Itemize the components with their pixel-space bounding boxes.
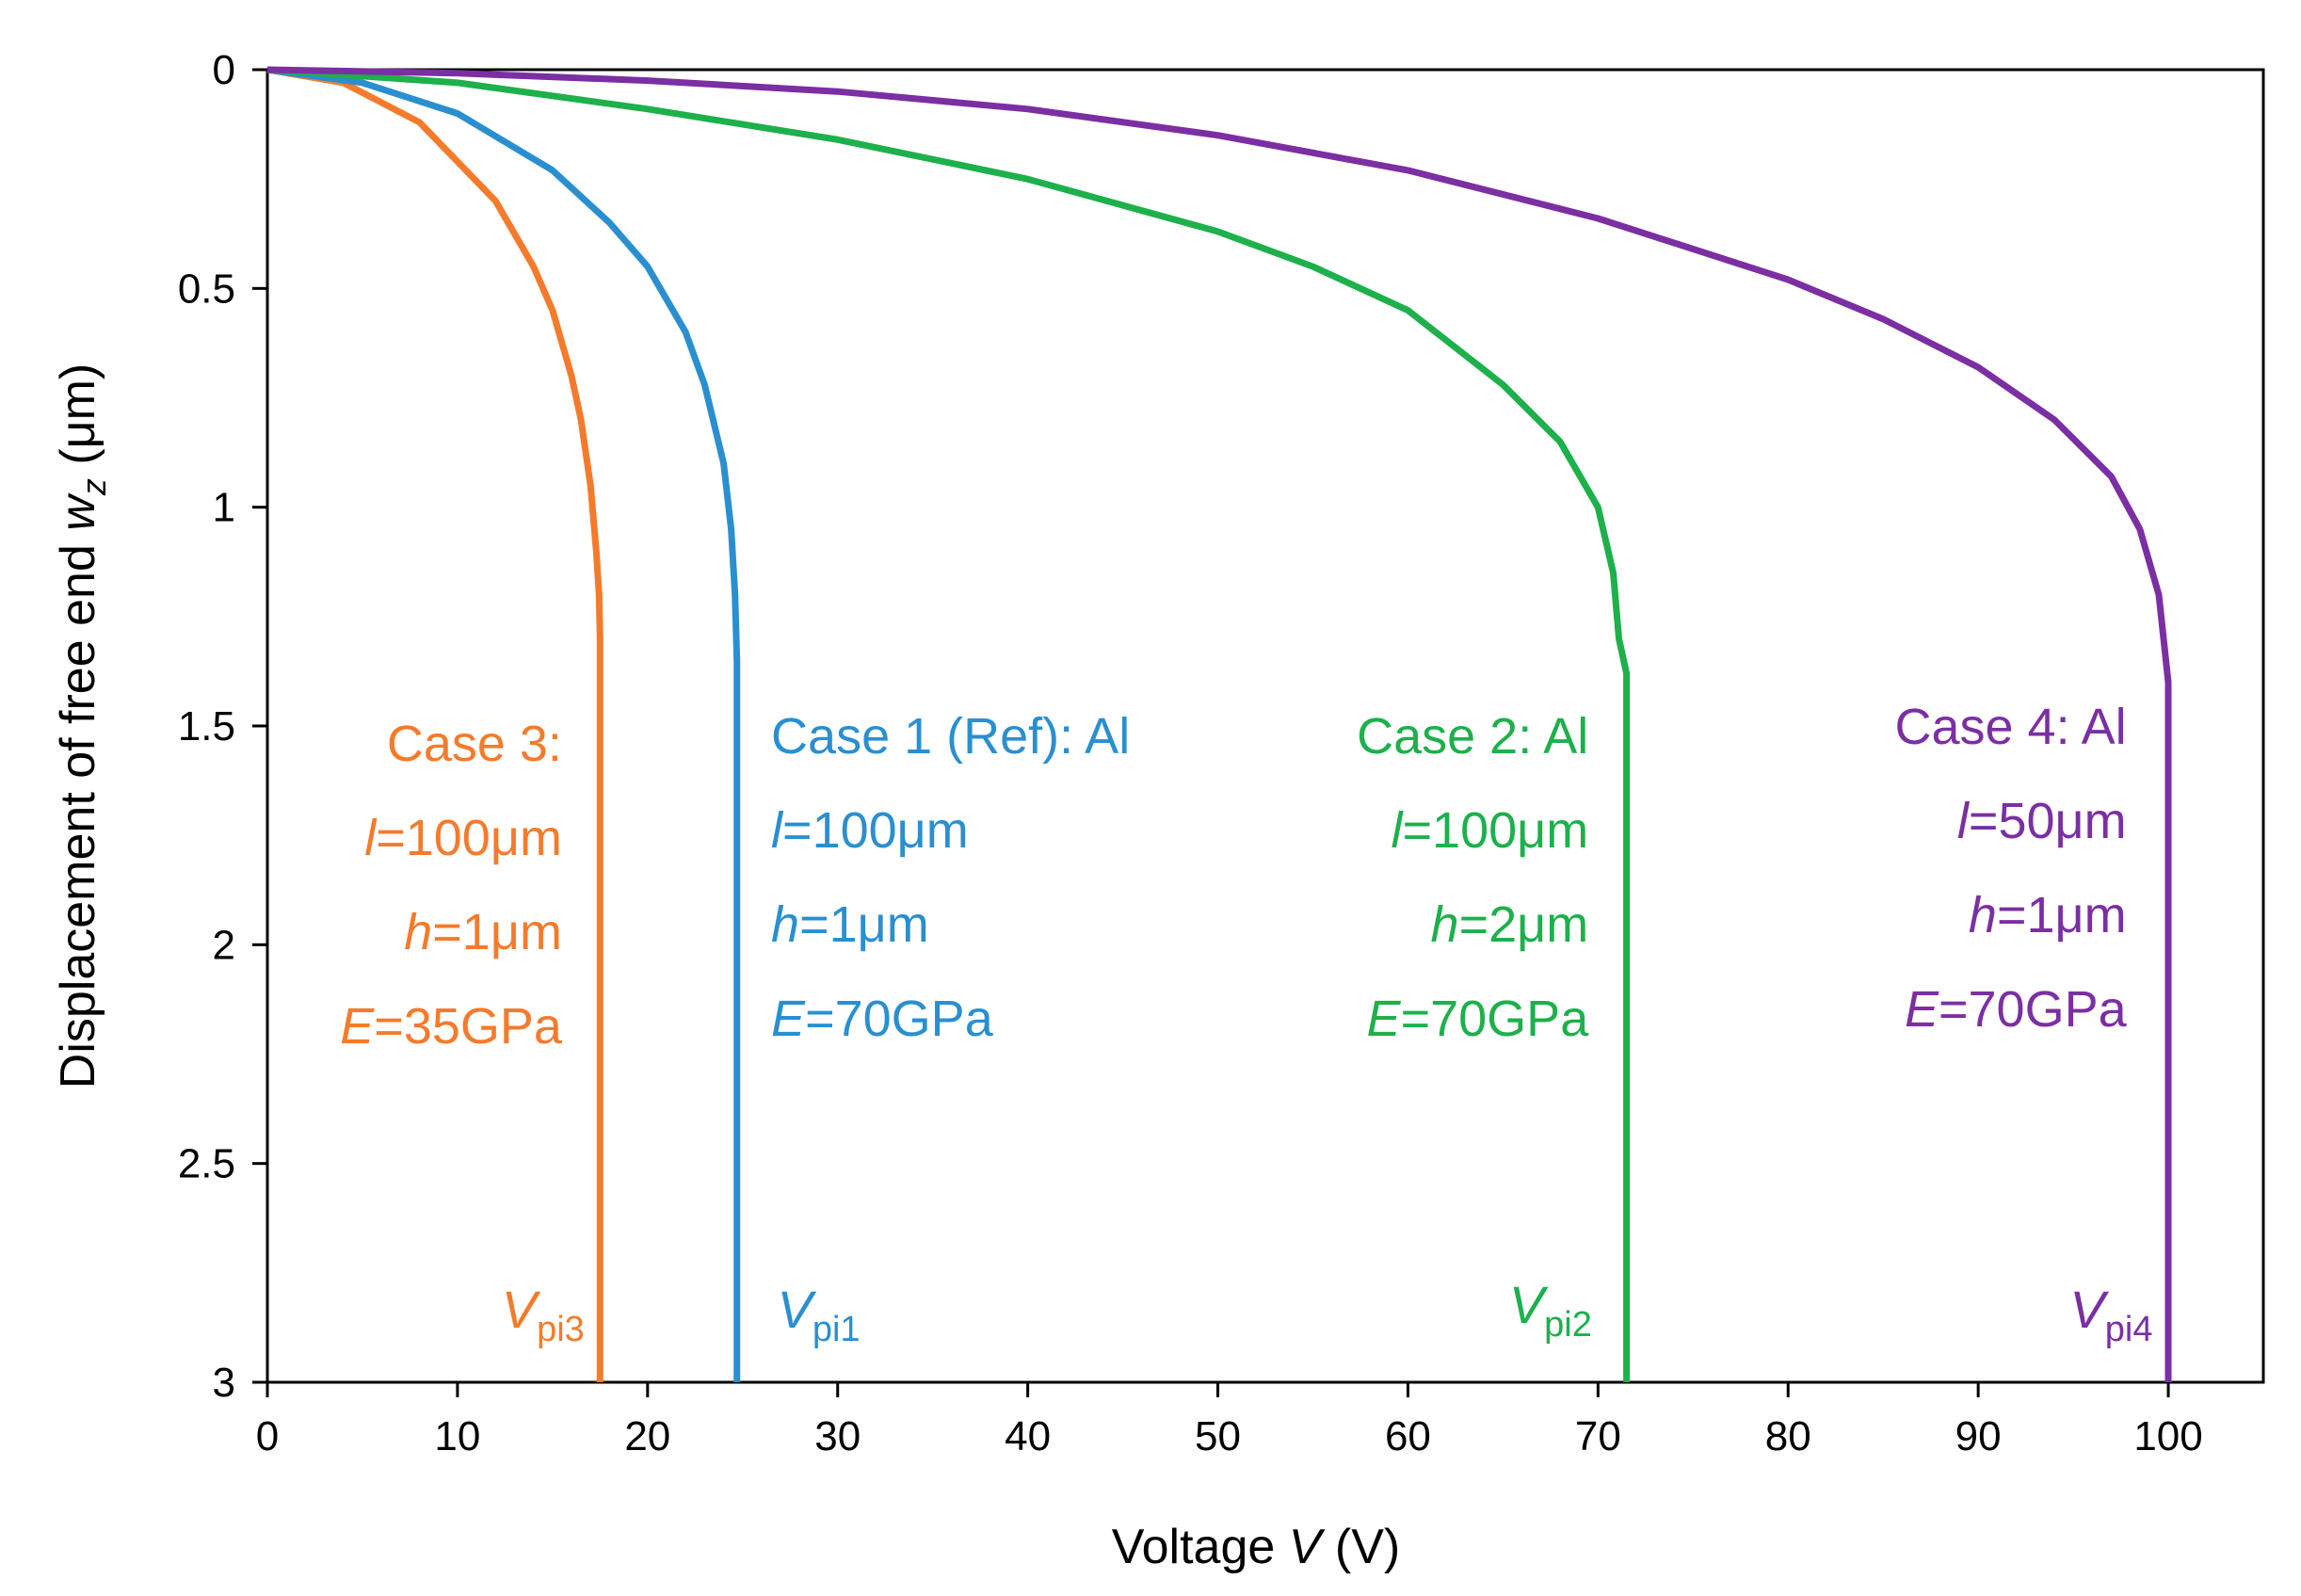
pull-in-label-case1: Vpi1 [777, 1280, 860, 1349]
annotation-case2-line: Case 2: Al [1357, 708, 1588, 765]
y-tick-label: 2 [213, 922, 235, 968]
series-layer [266, 66, 2172, 1382]
annotation-case1-line: E=70GPa [771, 991, 994, 1047]
y-axis-label: Displacement of free end wz (μm) [51, 363, 113, 1088]
annotation-case4-line: Case 4: Al [1894, 699, 2126, 755]
annotation-case2-line: l=100μm [1392, 802, 1589, 859]
y-tick-label: 0 [213, 47, 235, 93]
x-tick-label: 100 [2133, 1413, 2202, 1459]
pull-in-label-case2: Vpi2 [1509, 1275, 1592, 1345]
annotation-layer: Case 3: l=100μm h=1μm E=35GPa Vpi3 Case 1 (Re… [340, 699, 2152, 1349]
axes: 0 10 20 30 40 50 60 70 80 90 100 0 0.5 1 1.5 2 2.5 3 [178, 47, 2265, 1459]
annotation-case1-line: l=100μm [771, 802, 969, 859]
annotation-case3-line: Case 3: [387, 716, 562, 772]
annotation-case1-line: Case 1 (Ref): Al [771, 708, 1130, 765]
annotation-case2-line: E=70GPa [1367, 991, 1590, 1047]
y-tick-label: 1.5 [178, 703, 235, 750]
series-line-case4 [266, 66, 2172, 1382]
x-tick-label: 30 [814, 1413, 861, 1459]
x-tick-label: 80 [1765, 1413, 1811, 1459]
x-tick-label: 70 [1575, 1413, 1621, 1459]
y-tick-label: 2.5 [178, 1141, 235, 1187]
y-tick-label: 1 [213, 485, 235, 531]
x-tick-label: 50 [1195, 1413, 1241, 1459]
x-tick-label: 40 [1005, 1413, 1051, 1459]
series-line-case2 [266, 66, 1631, 1382]
annotation-case3-line: E=35GPa [340, 998, 563, 1055]
pull-in-label-case3: Vpi3 [502, 1280, 585, 1349]
x-tick-label: 90 [1955, 1413, 2002, 1459]
axis-label-layer: Voltage V (V) Displacement of free end wz… [51, 363, 1400, 1574]
annotation-case1-line: h=1μm [771, 896, 929, 953]
annotation-case3-line: l=100μm [364, 810, 562, 866]
annotation-case2-line: h=2μm [1431, 896, 1589, 953]
annotation-case4-line: h=1μm [1969, 887, 2127, 943]
x-tick-label: 60 [1385, 1413, 1431, 1459]
x-tick-label: 20 [624, 1413, 670, 1459]
annotation-case4-line: l=50μm [1957, 793, 2127, 849]
annotation-case4-line: E=70GPa [1905, 981, 2128, 1038]
annotation-case3-line: h=1μm [404, 904, 562, 960]
pull-in-label-case4: Vpi4 [2069, 1280, 2152, 1349]
x-tick-label: 0 [256, 1413, 279, 1459]
y-tick-label: 0.5 [178, 266, 235, 312]
y-tick-label: 3 [213, 1360, 235, 1406]
series-line-case1 [266, 66, 741, 1382]
series-line-case3 [266, 66, 603, 1382]
x-axis-label: Voltage V (V) [1112, 1520, 1400, 1574]
x-tick-label: 10 [434, 1413, 480, 1459]
